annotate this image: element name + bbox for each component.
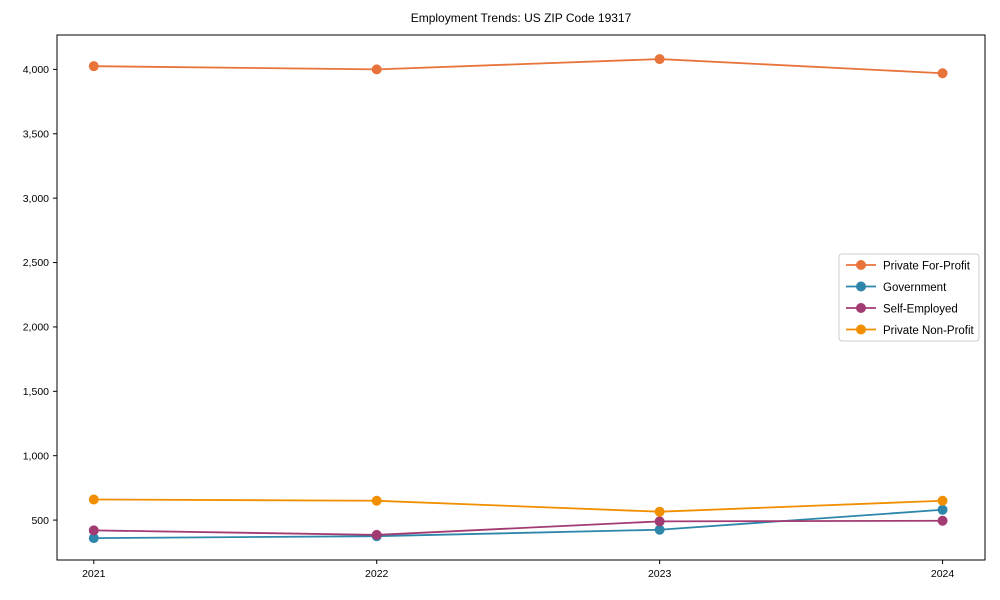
legend-swatch-marker	[856, 303, 866, 313]
series-private-for-profit	[88, 54, 948, 79]
y-tick-label: 3,000	[23, 193, 49, 205]
x-axis: 2021 2022 2023 2024	[82, 560, 954, 580]
legend-swatch-marker	[856, 281, 866, 292]
series-line	[93, 58, 943, 75]
legend-label: Self-Employed	[883, 303, 958, 315]
data-point-marker	[937, 495, 948, 506]
data-point-marker	[937, 68, 948, 79]
y-tick-label: 2,000	[23, 322, 49, 334]
legend-swatch-marker	[856, 324, 866, 335]
series-line	[93, 498, 943, 513]
x-tick-label: 2024	[931, 568, 955, 580]
y-axis: 500 1,000 1,500 2,000 2,500 3,000 3,500 4,000	[23, 64, 57, 527]
legend-swatch-marker	[856, 260, 866, 270]
legend-label: Private Non-Profit	[883, 325, 975, 337]
data-point-marker	[654, 506, 665, 517]
series-line	[93, 508, 943, 540]
series-self-employed	[88, 515, 948, 540]
data-point-marker	[654, 54, 665, 65]
y-tick-label: 4,000	[23, 64, 49, 76]
y-tick-label: 3,500	[23, 128, 49, 140]
plot-area-border	[56, 34, 986, 561]
data-point-marker	[88, 533, 99, 544]
data-point-marker	[937, 515, 948, 526]
legend-entry-government: Government	[846, 281, 947, 294]
data-point-marker	[937, 504, 948, 515]
legend-label: Private For-Profit	[883, 260, 971, 272]
y-tick-label: 1,000	[23, 450, 49, 462]
y-tick-label: 500	[31, 515, 49, 527]
legend: Private For-Profit Government Self-Employe…	[838, 253, 980, 342]
y-tick-label: 1,500	[23, 386, 49, 398]
chart-title: Employment Trends: US ZIP Code 19317	[411, 11, 632, 25]
data-point-marker	[88, 525, 99, 536]
data-point-marker	[88, 494, 99, 505]
data-point-marker	[654, 516, 665, 527]
data-point-marker	[654, 524, 665, 535]
series-line	[93, 519, 943, 536]
x-tick-label: 2021	[82, 568, 106, 580]
data-point-marker	[371, 64, 382, 75]
x-tick-label: 2023	[648, 568, 672, 580]
legend-entry-private-for-profit: Private For-Profit	[846, 260, 971, 272]
legend-box	[838, 253, 980, 342]
data-point-marker	[371, 529, 382, 540]
legend-entry-self-employed: Self-Employed	[846, 303, 958, 315]
x-tick-label: 2022	[365, 568, 389, 580]
legend-entry-private-non-profit: Private Non-Profit	[846, 324, 975, 337]
series-lines	[88, 54, 948, 544]
series-government	[88, 504, 948, 544]
series-private-non-profit	[88, 494, 948, 517]
data-point-marker	[371, 495, 382, 506]
legend-label: Government	[883, 282, 947, 294]
data-point-marker	[88, 61, 99, 72]
y-tick-label: 2,500	[23, 257, 49, 269]
